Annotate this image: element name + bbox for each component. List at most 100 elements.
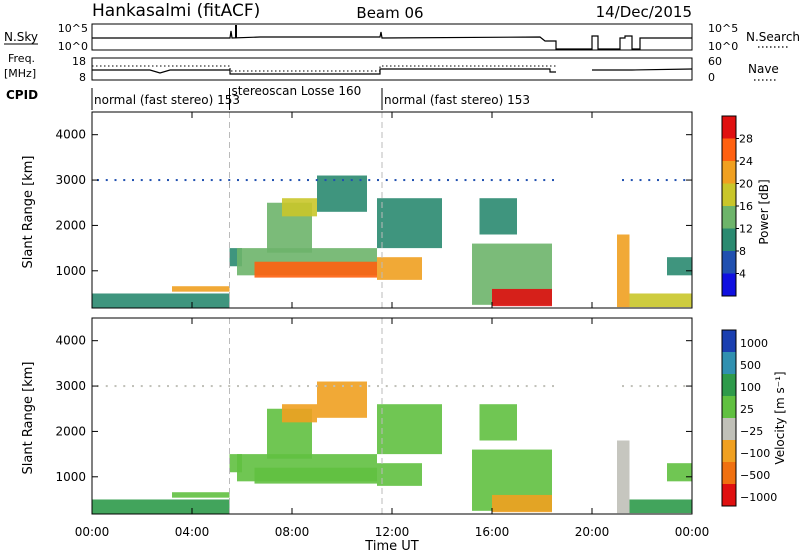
- power-gate-dot: [683, 179, 686, 182]
- velocity-scatter-region: [377, 463, 422, 486]
- power-gate-dot: [447, 179, 449, 182]
- power-gate-dot: [315, 179, 318, 182]
- cpid-label: CPID: [6, 88, 38, 102]
- velocity-gate-dot: [622, 385, 624, 388]
- velocity-gate-dot: [132, 385, 134, 388]
- velocity-gate-dot: [280, 385, 283, 388]
- velocity-gate-dot: [263, 385, 266, 388]
- velocity-gate-dot: [639, 385, 642, 388]
- velocity-colorbar-segment: [722, 440, 736, 462]
- velocity-scatter-region: [92, 499, 230, 514]
- power-gate-dot: [210, 179, 213, 182]
- x-tick-label: 12:00: [375, 525, 410, 539]
- power-y-axis-title: Slant Range [km]: [21, 156, 36, 269]
- velocity-gate-dot: [429, 385, 432, 388]
- velocity-colorbar-segment: [722, 330, 736, 352]
- power-colorbar-segment: [722, 116, 736, 139]
- velocity-gate-dot: [674, 385, 677, 388]
- power-colorbar-segment: [722, 251, 736, 274]
- power-gate-dot: [394, 179, 397, 182]
- velocity-scatter-region: [254, 467, 377, 484]
- freq-trace-late: [592, 68, 693, 71]
- velocity-gate-dot: [193, 385, 196, 388]
- velocity-gate-dot: [683, 385, 686, 388]
- velocity-gate-dot: [359, 385, 362, 388]
- x-tick-label: 04:00: [175, 525, 210, 539]
- velocity-gate-dot: [307, 385, 309, 388]
- header-station: Hankasalmi (fitACF): [92, 1, 260, 21]
- power-gate-dot: [228, 179, 231, 182]
- power-colorbar-label: 12: [739, 223, 753, 236]
- velocity-y-tick-label: 1000: [55, 470, 86, 484]
- header-date: 14/Dec/2015: [596, 3, 692, 21]
- velocity-gate-dot: [455, 385, 458, 388]
- power-scatter-region: [492, 288, 552, 307]
- velocity-gate-dot: [114, 385, 117, 388]
- nsky-panel-frame: [91, 23, 693, 51]
- power-colorbar-segment: [722, 273, 736, 296]
- velocity-y-axis-title: Slant Range [km]: [21, 362, 36, 475]
- velocity-scatter-region: [317, 381, 367, 418]
- nsky-label: N.Sky: [4, 30, 38, 44]
- power-gate-dot: [149, 179, 152, 182]
- power-gate-dot: [639, 179, 642, 182]
- velocity-scatter-region: [617, 440, 630, 514]
- velocity-gate-dot: [272, 385, 274, 388]
- velocity-colorbar-label: −1000: [740, 491, 777, 504]
- velocity-gate-dot: [350, 385, 353, 388]
- velocity-gate-dot: [237, 385, 239, 388]
- velocity-colorbar-segment: [722, 462, 736, 484]
- x-tick-label: 16:00: [475, 525, 510, 539]
- power-gate-dot: [280, 179, 283, 182]
- velocity-gate-dot: [482, 385, 484, 388]
- velocity-gate-dot: [648, 385, 651, 388]
- power-scatter-region: [377, 198, 442, 249]
- velocity-gate-dot: [665, 385, 668, 388]
- velocity-colorbar-label: −100: [740, 447, 770, 460]
- freq-left-tick-bottom: 8: [79, 71, 86, 84]
- velocity-gate-dot: [368, 385, 371, 388]
- x-tick-label: 00:00: [75, 525, 110, 539]
- power-gate-dot: [359, 179, 362, 182]
- power-gate-dot: [254, 179, 257, 182]
- power-gate-dot: [543, 179, 546, 182]
- x-tick-label: 20:00: [575, 525, 610, 539]
- velocity-gate-dot: [534, 385, 537, 388]
- power-colorbar-segment: [722, 183, 736, 206]
- velocity-scatter-region: [172, 492, 230, 498]
- velocity-gate-dot: [403, 385, 406, 388]
- power-gate-dot: [508, 179, 511, 182]
- velocity-y-tick-label: 4000: [55, 334, 86, 348]
- velocity-gate-dot: [105, 385, 108, 388]
- power-gate-dot: [438, 179, 441, 182]
- power-gate-dot: [473, 179, 476, 182]
- power-gate-dot: [648, 179, 651, 182]
- cpid-segment-label: normal (fast stereo) 153: [94, 93, 240, 107]
- velocity-gate-dot: [377, 385, 379, 388]
- velocity-gate-dot: [412, 385, 414, 388]
- power-y-tick-label: 2000: [55, 218, 86, 232]
- nsky-trace: [92, 30, 692, 50]
- velocity-scatter-region: [629, 499, 692, 514]
- power-gate-dot: [307, 179, 309, 182]
- x-tick-label: 00:00: [675, 525, 710, 539]
- velocity-gate-dot: [184, 385, 187, 388]
- power-gate-dot: [237, 179, 239, 182]
- power-gate-dot: [464, 179, 467, 182]
- velocity-gate-dot: [324, 385, 327, 388]
- velocity-colorbar-label: −500: [740, 469, 770, 482]
- velocity-colorbar-segment: [722, 484, 736, 506]
- velocity-gate-dot: [219, 385, 222, 388]
- power-gate-dot: [324, 179, 327, 182]
- velocity-scatter-region: [479, 404, 517, 441]
- velocity-gate-dot: [420, 385, 423, 388]
- velocity-gate-dot: [140, 385, 143, 388]
- power-gate-dot: [517, 179, 519, 182]
- power-scatter-region: [92, 293, 230, 308]
- velocity-gate-dot: [394, 385, 397, 388]
- freq-label-line2: [MHz]: [4, 67, 36, 80]
- power-gate-dot: [140, 179, 143, 182]
- velocity-gate-dot: [630, 385, 633, 388]
- velocity-colorbar-segment: [722, 396, 736, 418]
- freq-right-tick-bottom: 0: [708, 71, 715, 84]
